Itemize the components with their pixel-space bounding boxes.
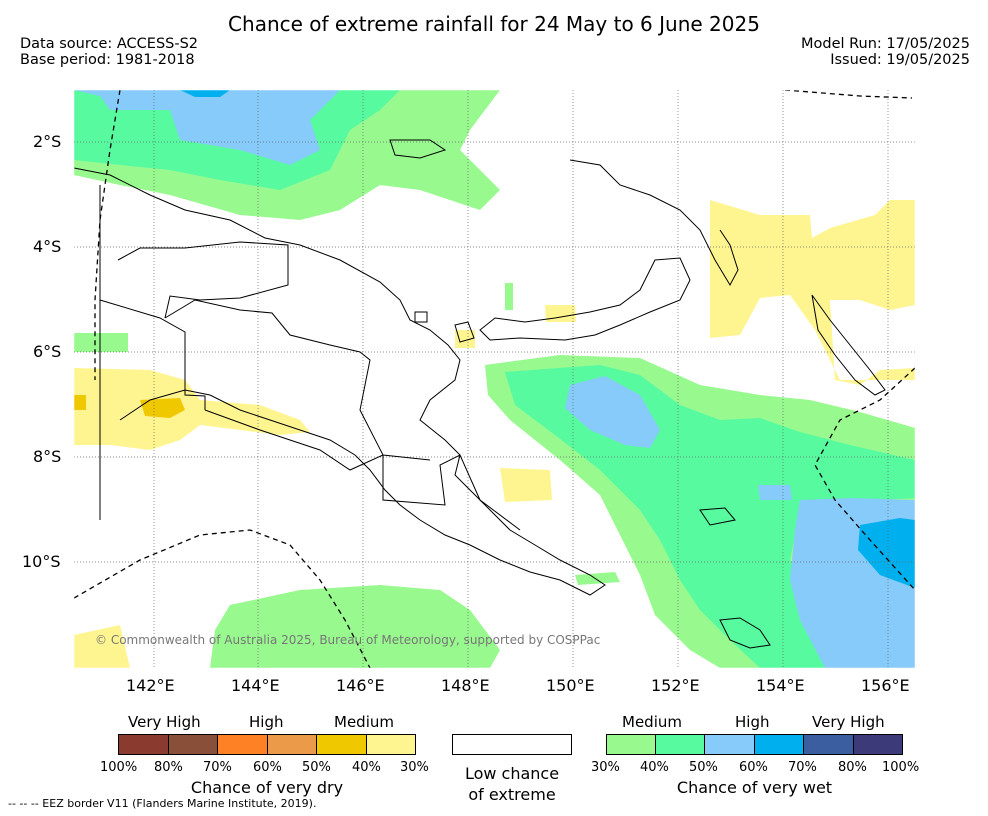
wet-vhigh-spot bbox=[758, 485, 792, 500]
wet-small-a bbox=[505, 283, 513, 310]
lat-label-6s: 6°S bbox=[33, 342, 62, 361]
dry-tick-100: 100% bbox=[100, 760, 138, 775]
lat-label-10s: 10°S bbox=[22, 552, 61, 571]
wet-high-southeast bbox=[505, 365, 915, 668]
lon-label-156e: 156°E bbox=[861, 676, 910, 695]
dry-very-high-label: Very High bbox=[128, 713, 201, 731]
wet-high-label: High bbox=[735, 713, 770, 731]
data-source: Data source: ACCESS-S2 bbox=[20, 36, 199, 52]
dry-medium-west bbox=[74, 368, 310, 450]
dry-swatch-60-50 bbox=[268, 735, 317, 754]
run-info: Model Run: 17/05/2025 Issued: 19/05/2025 bbox=[801, 36, 970, 68]
dry-medium-label: Medium bbox=[334, 713, 394, 731]
dry-medium-northeast bbox=[710, 200, 915, 385]
dry-swatch-100-80 bbox=[119, 735, 169, 754]
wet-medium-west bbox=[74, 333, 128, 352]
low-chance-line1: Low chance bbox=[464, 764, 560, 783]
dry-40-west-b bbox=[140, 398, 185, 418]
wet-vhigh-north bbox=[74, 90, 340, 165]
lon-label-152e: 152°E bbox=[651, 676, 700, 695]
wet-swatch-60-70 bbox=[755, 735, 804, 754]
dry-medium-sw bbox=[74, 625, 130, 668]
rainfall-map bbox=[73, 89, 916, 669]
wet-swatch-40-50 bbox=[656, 735, 705, 754]
lat-label-8s: 8°S bbox=[33, 447, 62, 466]
dry-tick-50: 50% bbox=[302, 760, 331, 775]
dry-swatch-80-70 bbox=[169, 735, 218, 754]
lon-label-150e: 150°E bbox=[546, 676, 595, 695]
wet-tick-100: 100% bbox=[882, 760, 920, 775]
model-run: Model Run: 17/05/2025 bbox=[800, 36, 970, 52]
copyright-notice: © Commonwealth of Australia 2025, Bureau… bbox=[95, 633, 601, 647]
dry-small-a bbox=[545, 305, 576, 322]
wet-70-north bbox=[180, 90, 230, 97]
wet-70-southeast bbox=[858, 518, 915, 588]
dry-40-west-a bbox=[74, 395, 86, 410]
wet-tick-50: 50% bbox=[689, 760, 718, 775]
lon-label-144e: 144°E bbox=[231, 676, 280, 695]
map-frame bbox=[73, 89, 916, 669]
wet-vhigh-central bbox=[565, 376, 660, 448]
low-chance-line2: of extreme bbox=[468, 785, 556, 804]
wet-medium-islands bbox=[575, 572, 620, 585]
dry-medium-gulf bbox=[500, 468, 552, 502]
lon-label-154e: 154°E bbox=[756, 676, 805, 695]
dry-colorbar bbox=[118, 734, 416, 755]
dry-high-label: High bbox=[249, 713, 284, 731]
wet-tick-40: 40% bbox=[640, 760, 669, 775]
wet-tick-60: 60% bbox=[739, 760, 768, 775]
wet-tick-30: 30% bbox=[591, 760, 620, 775]
coastlines bbox=[74, 139, 886, 649]
wet-very-high-label: Very High bbox=[812, 713, 885, 731]
issued-date: Issued: 19/05/2025 bbox=[830, 52, 970, 68]
lon-label-148e: 148°E bbox=[441, 676, 490, 695]
map-title: Chance of extreme rainfall for 24 May to… bbox=[228, 12, 760, 36]
wet-swatch-30-40 bbox=[607, 735, 656, 754]
dry-tick-70: 70% bbox=[203, 760, 232, 775]
lon-label-142e: 142°E bbox=[126, 676, 175, 695]
dry-tick-40: 40% bbox=[352, 760, 381, 775]
dry-tick-30: 30% bbox=[400, 760, 429, 775]
dry-swatch-40-30 bbox=[367, 735, 415, 754]
dry-swatch-50-40 bbox=[317, 735, 367, 754]
wet-medium-label: Medium bbox=[622, 713, 682, 731]
wet-colorbar bbox=[606, 734, 903, 755]
lon-label-146e: 146°E bbox=[336, 676, 385, 695]
wet-swatch-70-80 bbox=[804, 735, 854, 754]
dry-tick-80: 80% bbox=[154, 760, 183, 775]
base-period: Base period: 1981-2018 bbox=[20, 52, 195, 68]
wet-legend-title: Chance of very wet bbox=[676, 778, 833, 797]
low-chance-swatch bbox=[452, 734, 572, 755]
wet-tick-70: 70% bbox=[788, 760, 817, 775]
eez-note: -- -- -- EEZ border V11 (Flanders Marine… bbox=[8, 797, 317, 810]
data-info: Data source: ACCESS-S2 Base period: 1981… bbox=[20, 36, 198, 68]
dry-swatch-70-60 bbox=[218, 735, 268, 754]
wet-swatch-50-60 bbox=[705, 735, 755, 754]
dry-legend-title: Chance of very dry bbox=[190, 778, 344, 797]
wet-medium-south bbox=[210, 585, 500, 668]
lat-label-2s: 2°S bbox=[33, 132, 62, 151]
wet-swatch-80-100 bbox=[854, 735, 902, 754]
dry-small-b bbox=[455, 330, 475, 348]
dry-tick-60: 60% bbox=[253, 760, 282, 775]
eez-borders bbox=[74, 90, 915, 668]
map-gridlines bbox=[74, 90, 915, 668]
wet-tick-80: 80% bbox=[838, 760, 867, 775]
lat-label-4s: 4°S bbox=[33, 237, 62, 256]
